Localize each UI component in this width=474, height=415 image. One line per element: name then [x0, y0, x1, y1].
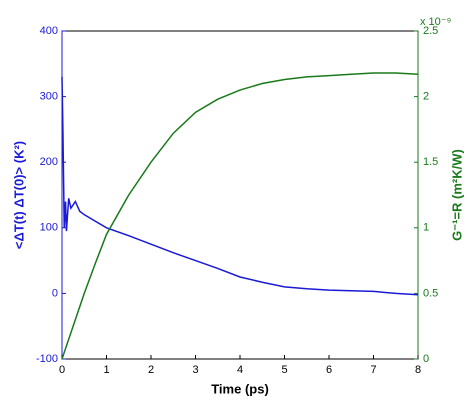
x-tick-label: 4	[237, 364, 243, 376]
x-axis-label: Time (ps)	[211, 381, 269, 396]
y-tick-label: 100	[40, 222, 58, 234]
y2-tick-label: 0	[423, 353, 429, 365]
y-tick-label: -100	[36, 353, 58, 365]
y2-tick-label: 1.5	[423, 156, 438, 168]
y2-tick-label: 0.5	[423, 287, 438, 299]
plot-frame	[61, 30, 419, 360]
series-line	[61, 76, 419, 296]
x-tick-label: 5	[281, 364, 287, 376]
y2-tick-label: 1	[423, 222, 429, 234]
x-tick-label: 6	[326, 364, 332, 376]
y-axis-label: <ΔT(t) ΔT(0)> (K²)	[11, 141, 26, 249]
x-tick-label: 7	[370, 364, 376, 376]
x-tick-label: 8	[415, 364, 421, 376]
x-tick-label: 2	[148, 364, 154, 376]
x-tick-label: 3	[192, 364, 198, 376]
y2-tick-label: 2	[423, 91, 429, 103]
y-tick-label: 0	[52, 287, 58, 299]
y-tick-label: 300	[40, 91, 58, 103]
y2-axis-label: G⁻¹=R (m²K/W)	[449, 149, 464, 241]
y-tick-label: 400	[40, 25, 58, 37]
series-line	[61, 72, 419, 360]
y2-scale-label: x 10⁻⁹	[420, 16, 451, 28]
y2-tick-label: 2.5	[423, 25, 438, 37]
x-tick-label: 1	[103, 364, 109, 376]
y-tick-label: 200	[40, 156, 58, 168]
x-tick-label: 0	[59, 364, 65, 376]
